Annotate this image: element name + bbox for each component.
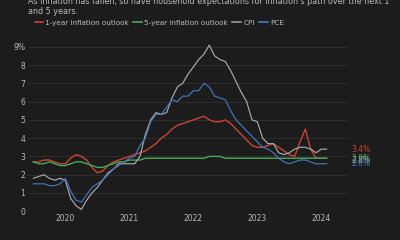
Text: 2.8%: 2.8% — [351, 156, 370, 165]
Text: As inflation has fallen, so have household expectations for inflation’s path ove: As inflation has fallen, so have househo… — [28, 0, 389, 16]
Text: 3.4%: 3.4% — [351, 145, 370, 154]
Text: 2.9%: 2.9% — [351, 154, 370, 163]
Legend: 1-year inflation outlook, 5-year inflation outlook, CPI, PCE: 1-year inflation outlook, 5-year inflati… — [32, 17, 287, 28]
Text: 2.6%: 2.6% — [351, 159, 370, 168]
